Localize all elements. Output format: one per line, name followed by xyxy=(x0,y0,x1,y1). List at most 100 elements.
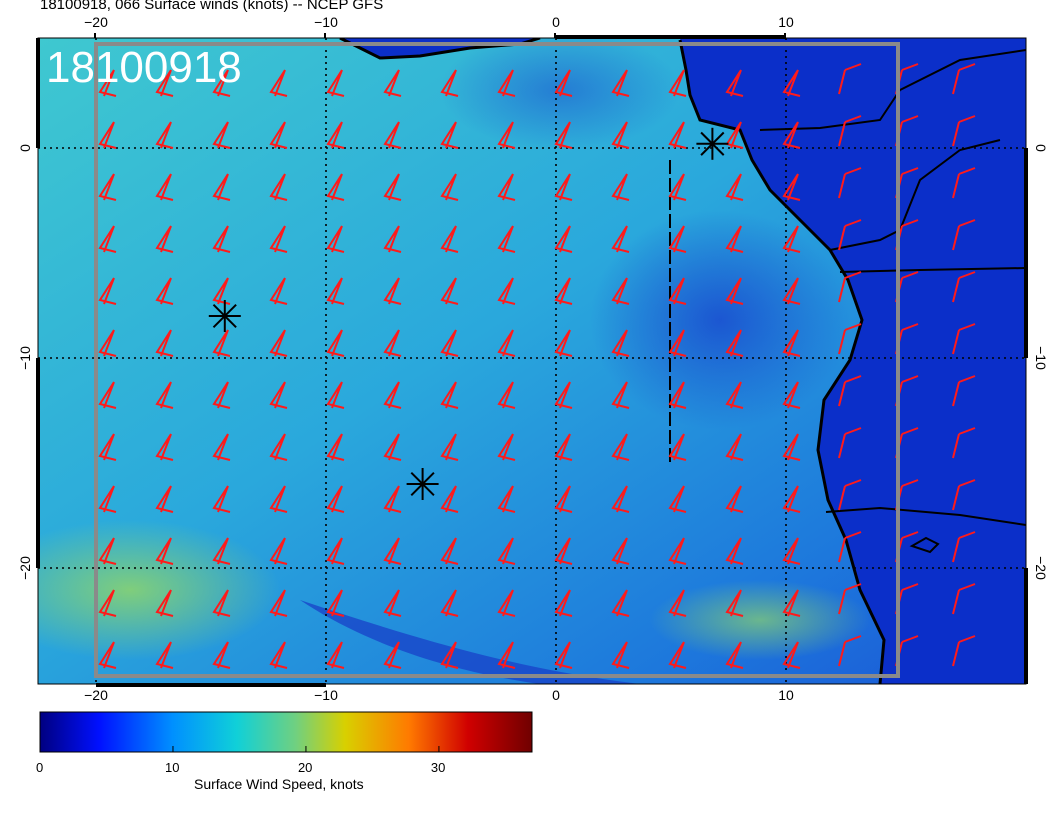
wind-barb xyxy=(440,641,459,669)
wind-barb xyxy=(952,635,976,667)
colorbar-tick-label: 10 xyxy=(164,760,180,775)
domain-frame xyxy=(94,42,900,678)
wind-barb xyxy=(611,121,630,149)
wind-barb xyxy=(497,277,516,305)
wind-barb xyxy=(838,219,862,251)
wind-barb xyxy=(497,121,516,149)
lon-tick-label-bottom: −10 xyxy=(314,687,338,703)
wind-barb xyxy=(326,277,345,305)
wind-barb xyxy=(611,225,630,253)
wind-barb xyxy=(668,329,687,357)
wind-barb xyxy=(269,277,288,305)
wind-barb xyxy=(212,433,231,461)
wind-barb xyxy=(326,381,345,409)
wind-barb xyxy=(952,115,976,147)
country-border xyxy=(825,506,1026,526)
wind-barb xyxy=(326,173,345,201)
wind-barb xyxy=(326,537,345,565)
wind-barb xyxy=(383,121,402,149)
wind-barb xyxy=(326,589,345,617)
lat-tick-label-left: −20 xyxy=(17,556,33,580)
wind-barb xyxy=(440,537,459,565)
wind-barb xyxy=(668,589,687,617)
colorbar-title: Surface Wind Speed, knots xyxy=(194,776,364,792)
wind-barb xyxy=(554,485,573,513)
wind-barb xyxy=(611,433,630,461)
wind-barb xyxy=(668,433,687,461)
wind-barb xyxy=(838,479,862,511)
wind-barb xyxy=(98,69,117,97)
wind-barb xyxy=(725,485,744,513)
wind-barb xyxy=(554,69,573,97)
wind-barb xyxy=(725,225,744,253)
wind-barb xyxy=(98,641,117,669)
wind-barb xyxy=(98,173,117,201)
wind-barb xyxy=(782,173,801,201)
wind-barb xyxy=(611,173,630,201)
wind-barb xyxy=(269,121,288,149)
lon-tick-label-top: −20 xyxy=(84,14,108,30)
star-marker-icon xyxy=(208,300,241,332)
wind-barb xyxy=(497,381,516,409)
wind-barb xyxy=(155,537,174,565)
wind-barb xyxy=(611,641,630,669)
wind-barb xyxy=(212,537,231,565)
star-marker-icon xyxy=(406,468,439,500)
lat-tick-label-left: −10 xyxy=(17,346,33,370)
wind-barb xyxy=(155,225,174,253)
wind-barb xyxy=(782,381,801,409)
wind-barb xyxy=(155,69,174,97)
wind-barb xyxy=(725,277,744,305)
wind-barb xyxy=(440,277,459,305)
wind-barb xyxy=(326,69,345,97)
wind-barb xyxy=(212,589,231,617)
lon-tick-label-top: 10 xyxy=(778,14,794,30)
wind-barb xyxy=(782,225,801,253)
wind-barb xyxy=(155,641,174,669)
wind-barb xyxy=(212,225,231,253)
star-marker-icon xyxy=(696,127,729,160)
wind-barb xyxy=(668,173,687,201)
wind-barb xyxy=(326,225,345,253)
wind-barb xyxy=(838,427,862,459)
wind-barb xyxy=(155,173,174,201)
wind-barb xyxy=(952,479,976,511)
wind-barb xyxy=(554,329,573,357)
wind-barb xyxy=(383,69,402,97)
wind-barb xyxy=(383,589,402,617)
wind-barb xyxy=(440,173,459,201)
wind-barb xyxy=(212,173,231,201)
wind-barb xyxy=(782,329,801,357)
lat-tick-label-right: 0 xyxy=(1033,144,1049,152)
wind-barb xyxy=(725,537,744,565)
wind-barb xyxy=(212,641,231,669)
wind-barb xyxy=(269,589,288,617)
coastline xyxy=(678,39,886,684)
wind-barb xyxy=(611,381,630,409)
wind-barb xyxy=(725,589,744,617)
wind-barb xyxy=(782,589,801,617)
high-wind-area xyxy=(38,520,280,660)
wind-barb xyxy=(782,121,801,149)
wind-barb xyxy=(838,375,862,407)
wind-barb xyxy=(554,225,573,253)
wind-barb xyxy=(269,537,288,565)
wind-barb xyxy=(155,485,174,513)
wind-barb xyxy=(782,537,801,565)
lat-tick-label-left: 0 xyxy=(17,144,33,152)
wind-barb xyxy=(269,381,288,409)
wind-barb xyxy=(155,277,174,305)
lon-tick-label-bottom: −20 xyxy=(84,687,108,703)
wind-barb xyxy=(782,641,801,669)
wind-barb xyxy=(98,277,117,305)
wind-barb xyxy=(668,537,687,565)
colorbar-tick-label: 0 xyxy=(36,760,44,775)
wind-barb xyxy=(497,485,516,513)
wind-barb xyxy=(155,433,174,461)
wind-barb xyxy=(98,589,117,617)
wind-barb xyxy=(440,329,459,357)
wind-barb xyxy=(440,69,459,97)
wind-barb xyxy=(554,381,573,409)
wind-barb xyxy=(98,537,117,565)
wind-barb xyxy=(668,381,687,409)
